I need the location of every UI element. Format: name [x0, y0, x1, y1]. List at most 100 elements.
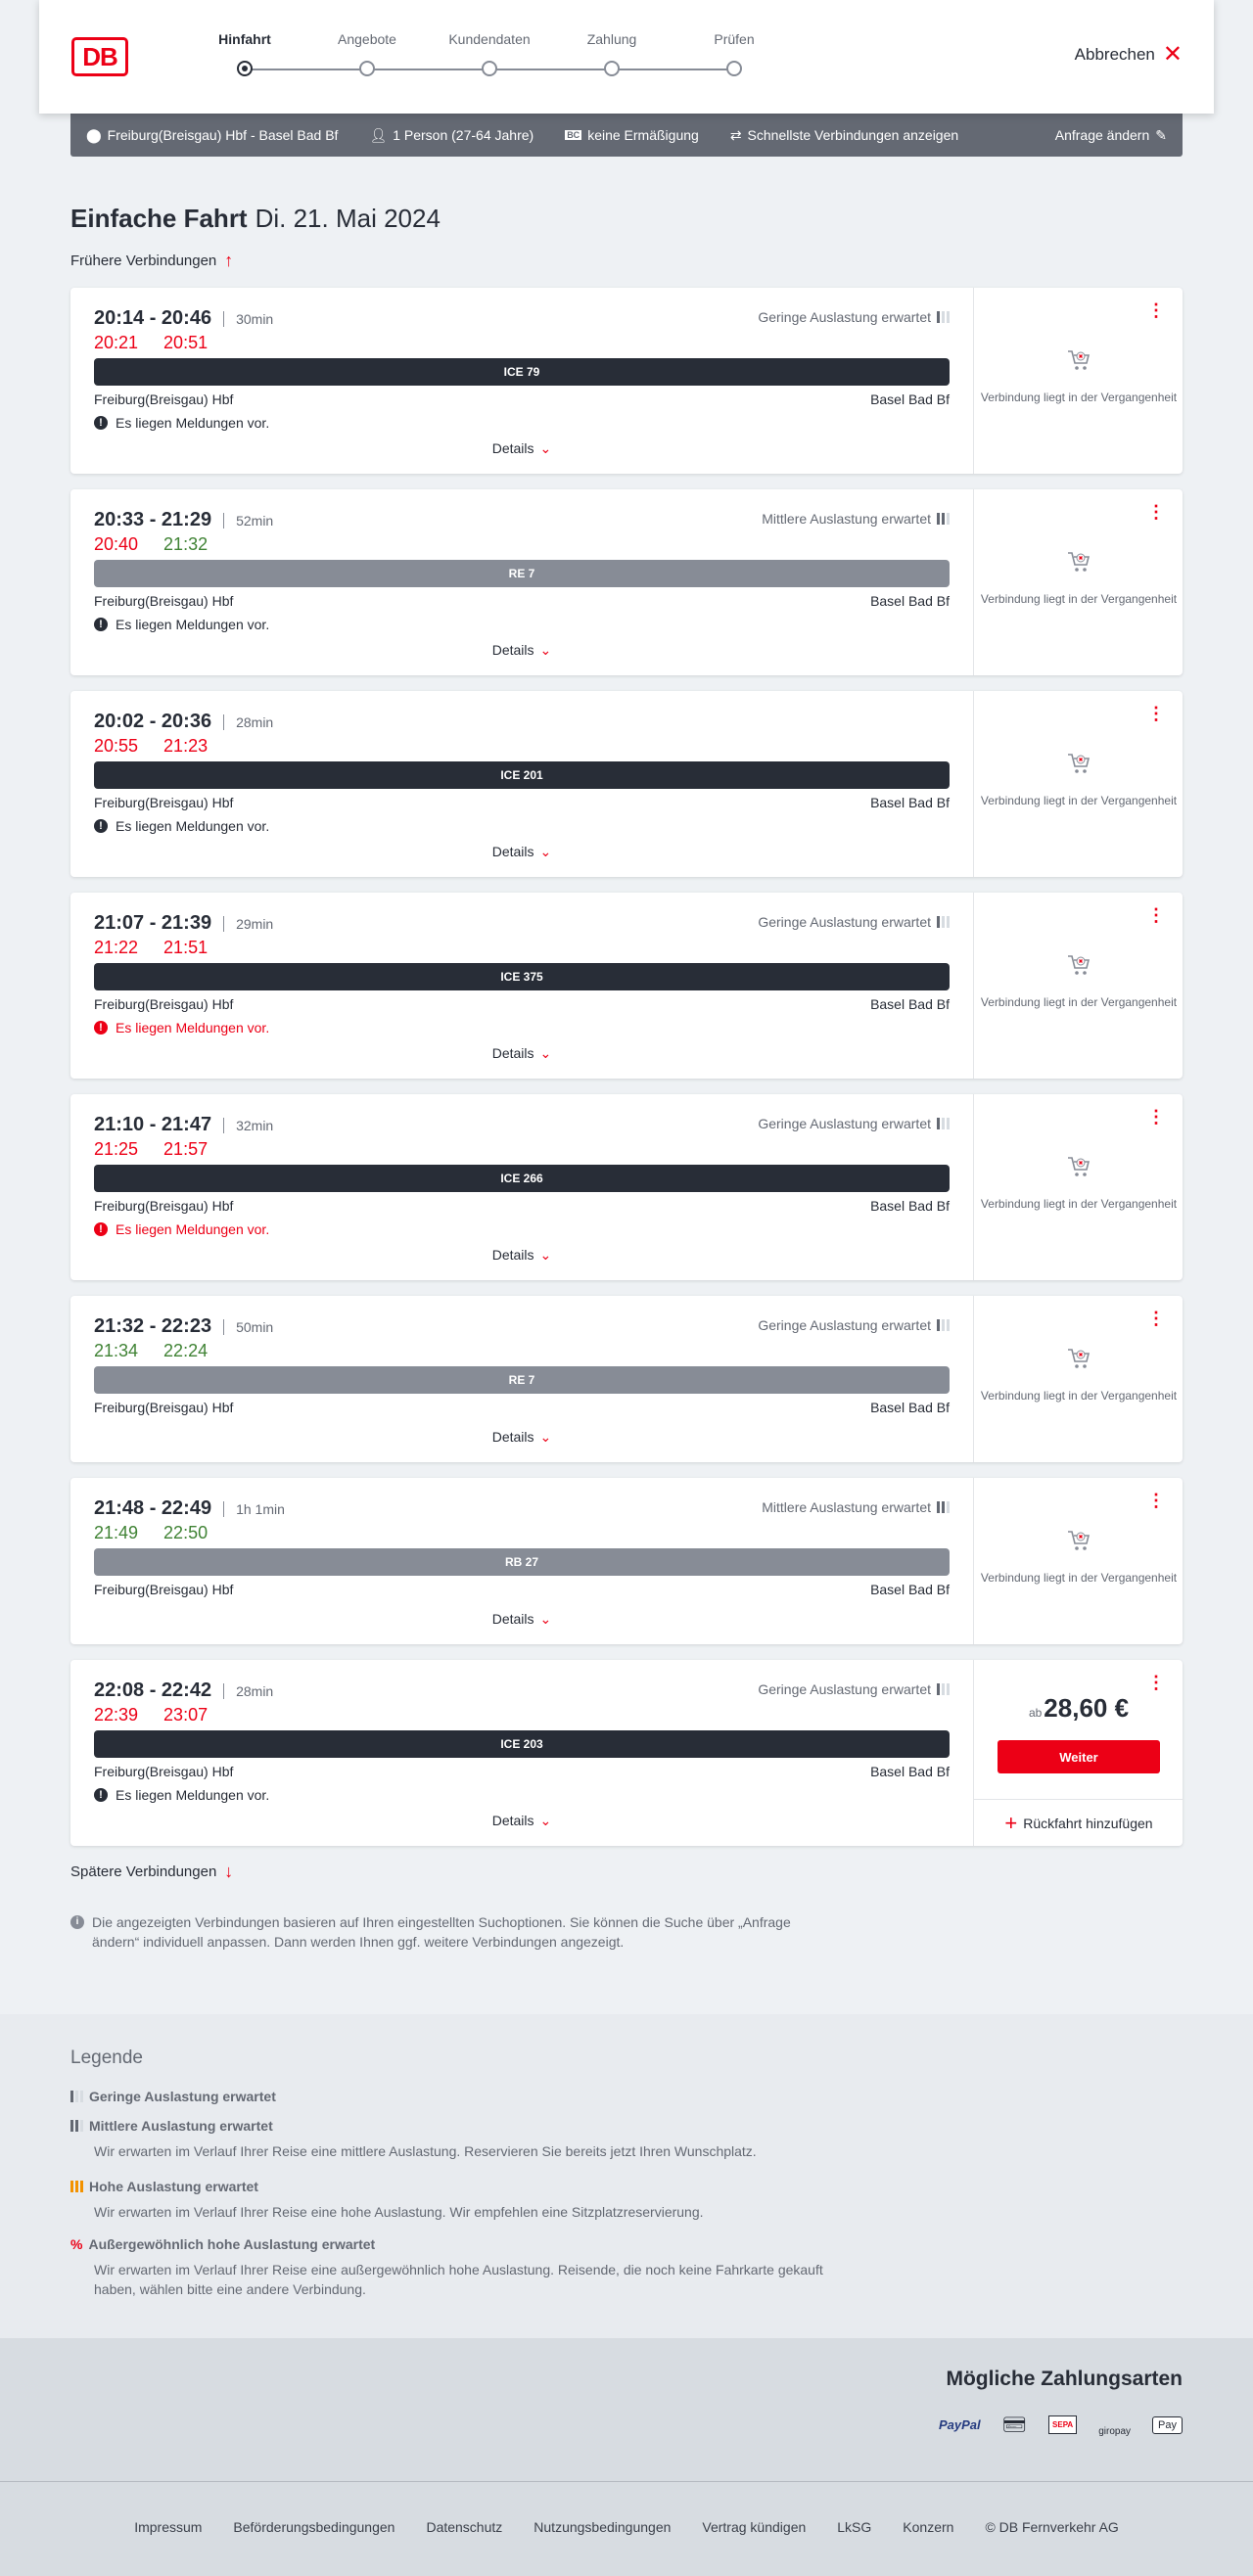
origin-station: Freiburg(Breisgau) Hbf — [94, 1198, 234, 1214]
duration: 30min — [223, 310, 273, 327]
past-connection-notice: Verbindung liegt in der Vergangenheit — [974, 952, 1183, 1011]
past-connection-text: Verbindung liegt in der Vergangenheit — [980, 391, 1178, 404]
past-connection-text: Verbindung liegt in der Vergangenheit — [980, 794, 1178, 807]
past-connection-notice: Verbindung liegt in der Vergangenheit — [974, 347, 1183, 406]
fastest-info: ⇄ Schnellste Verbindungen anzeigen — [730, 127, 958, 144]
message-notice[interactable]: ! Es liegen Meldungen vor. — [94, 1221, 269, 1237]
alert-icon: ! — [94, 819, 108, 833]
realtime-departure: 21:49 — [94, 1523, 139, 1542]
train-bar[interactable]: ICE 201 — [94, 761, 950, 789]
cancel-label: Abbrechen — [1074, 45, 1155, 64]
details-toggle[interactable]: Details ⌄ — [94, 1611, 950, 1628]
step-label-2[interactable]: Kundendaten — [448, 31, 531, 47]
more-options-icon[interactable]: ⋮ — [1147, 1491, 1165, 1510]
later-connections-link[interactable]: Spätere Verbindungen ↓ — [70, 1862, 233, 1882]
details-toggle[interactable]: Details ⌄ — [94, 1429, 950, 1446]
chevron-down-icon: ⌄ — [539, 844, 552, 859]
footer-links: Impressum Beförderungsbedingungen Datensch… — [0, 2519, 1253, 2535]
person-icon: 👤︎ — [369, 126, 388, 143]
legend-item: Hohe Auslastung erwartet Wir erwarten im … — [70, 2179, 834, 2222]
details-toggle[interactable]: Details ⌄ — [94, 642, 950, 659]
details-toggle[interactable]: Details ⌄ — [94, 1247, 950, 1264]
occupancy-indicator: Geringe Auslastung erwartet — [758, 309, 950, 325]
message-notice[interactable]: ! Es liegen Meldungen vor. — [94, 1787, 269, 1803]
message-notice[interactable]: ! Es liegen Meldungen vor. — [94, 415, 269, 431]
realtime-row: 20:55 21:23 — [94, 736, 208, 757]
planned-times: 22:08 - 22:42 — [94, 1679, 212, 1701]
message-notice[interactable]: ! Es liegen Meldungen vor. — [94, 818, 269, 834]
connection-offer: ⋮ ab28,60 € Weiter + Rückfahrt hinzufügen — [973, 1660, 1183, 1846]
earlier-connections-link[interactable]: Frühere Verbindungen ↑ — [70, 251, 233, 271]
step-label-1[interactable]: Angebote — [338, 31, 396, 47]
train-bar[interactable]: RB 27 — [94, 1548, 950, 1576]
more-options-icon[interactable]: ⋮ — [1147, 300, 1165, 320]
train-bar[interactable]: RE 7 — [94, 1366, 950, 1394]
occupancy-icon — [70, 2120, 83, 2132]
footer-link[interactable]: Impressum — [134, 2519, 203, 2535]
more-options-icon[interactable]: ⋮ — [1147, 905, 1165, 925]
occupancy-indicator: Geringe Auslastung erwartet — [758, 1317, 950, 1333]
footer-link[interactable]: Beförderungsbedingungen — [233, 2519, 395, 2535]
train-bar[interactable]: ICE 79 — [94, 358, 950, 386]
cancel-button[interactable]: Abbrechen ✕ — [1075, 43, 1183, 67]
footer-divider — [0, 2481, 1253, 2482]
alert-icon: ! — [94, 1021, 108, 1035]
occupancy-icon — [937, 311, 950, 323]
duration: 1h 1min — [223, 1500, 285, 1517]
footer-link[interactable]: Konzern — [903, 2519, 954, 2535]
occupancy-icon — [937, 1319, 950, 1331]
time-row: 20:33 - 21:29 52min — [94, 509, 273, 531]
step-dot-4[interactable] — [726, 61, 742, 76]
details-toggle[interactable]: Details ⌄ — [94, 1813, 950, 1829]
trip-date: Di. 21. Mai 2024 — [255, 204, 441, 233]
more-options-icon[interactable]: ⋮ — [1147, 704, 1165, 723]
train-bar[interactable]: RE 7 — [94, 560, 950, 587]
more-options-icon[interactable]: ⋮ — [1147, 502, 1165, 522]
add-return-button[interactable]: + Rückfahrt hinzufügen — [974, 1799, 1183, 1846]
more-options-icon[interactable]: ⋮ — [1147, 1673, 1165, 1692]
details-toggle[interactable]: Details ⌄ — [94, 1045, 950, 1062]
duration: 52min — [223, 512, 273, 529]
footer-link[interactable]: LkSG — [837, 2519, 872, 2535]
step-label-3[interactable]: Zahlung — [586, 31, 637, 47]
continue-button[interactable]: Weiter — [998, 1740, 1160, 1773]
change-request-button[interactable]: Anfrage ändern ✎ — [1055, 127, 1167, 144]
legend-item-header: Hohe Auslastung erwartet — [70, 2179, 834, 2194]
duration: 50min — [223, 1318, 273, 1335]
chevron-down-icon: ⌄ — [539, 1813, 552, 1828]
step-label-4[interactable]: Prüfen — [714, 31, 755, 47]
train-bar[interactable]: ICE 203 — [94, 1730, 950, 1758]
message-notice[interactable]: ! Es liegen Meldungen vor. — [94, 617, 269, 632]
realtime-row: 21:22 21:51 — [94, 938, 208, 958]
details-toggle[interactable]: Details ⌄ — [94, 844, 950, 860]
footer-link[interactable]: Datenschutz — [426, 2519, 503, 2535]
db-logo[interactable]: DB — [71, 37, 128, 76]
details-label: Details — [491, 1611, 534, 1627]
message-notice[interactable]: ! Es liegen Meldungen vor. — [94, 1020, 269, 1035]
occupancy-indicator: Geringe Auslastung erwartet — [758, 914, 950, 930]
step-label-0[interactable]: Hinfahrt — [218, 31, 271, 47]
cart-unavailable-icon — [1066, 1346, 1091, 1371]
legend-title: Legende — [70, 2047, 143, 2068]
bahncard-icon: BC — [565, 130, 582, 140]
footer-link[interactable]: Vertrag kündigen — [702, 2519, 807, 2535]
step-dot-3[interactable] — [604, 61, 620, 76]
train-bar[interactable]: ICE 375 — [94, 963, 950, 990]
more-options-icon[interactable]: ⋮ — [1147, 1107, 1165, 1127]
occupancy-text: Mittlere Auslastung erwartet — [762, 511, 931, 527]
more-options-icon[interactable]: ⋮ — [1147, 1309, 1165, 1328]
occupancy-icon — [937, 1118, 950, 1129]
footer-link[interactable]: Nutzungsbedingungen — [534, 2519, 672, 2535]
details-toggle[interactable]: Details ⌄ — [94, 440, 950, 457]
step-dot-0[interactable] — [237, 61, 253, 76]
planned-times: 20:02 - 20:36 — [94, 711, 212, 732]
realtime-row: 21:49 22:50 — [94, 1523, 208, 1543]
step-dot-2[interactable] — [482, 61, 497, 76]
footer-link[interactable]: © DB Fernverkehr AG — [985, 2519, 1119, 2535]
step-dot-1[interactable] — [359, 61, 375, 76]
connection-main: 21:10 - 21:47 32min 21:25 21:57 Geringe Ausl… — [94, 1094, 950, 1280]
train-bar[interactable]: ICE 266 — [94, 1165, 950, 1192]
arrow-down-icon: ↓ — [224, 1862, 234, 1881]
duration: 28min — [223, 1682, 273, 1699]
search-summary-bar: ⬤ Freiburg(Breisgau) Hbf - Basel Bad Bf 👤… — [70, 114, 1183, 157]
